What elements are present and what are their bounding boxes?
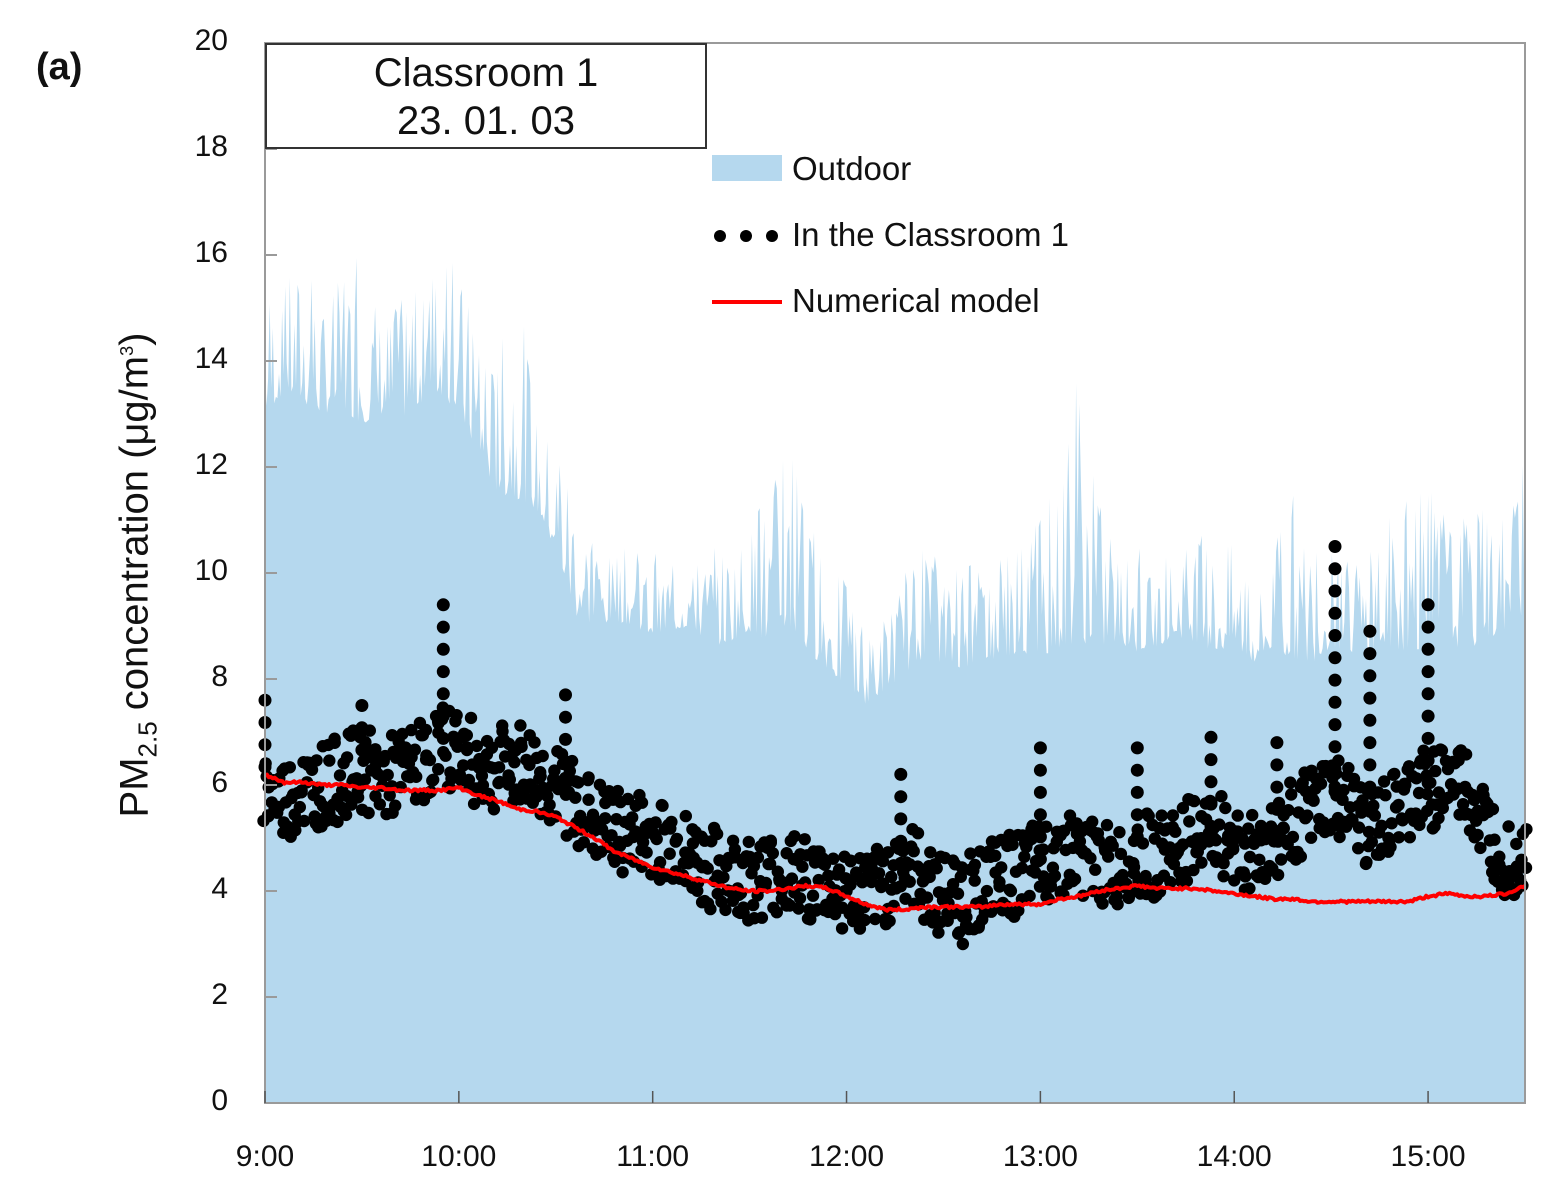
y-tick-label: 12 (194, 448, 228, 481)
title-line-1: Classroom 1 (373, 51, 599, 95)
y-tick-label: 6 (211, 766, 228, 799)
dots-icon (714, 230, 778, 242)
y-axis-label: PM2.5 concentration (μg/m3) (113, 333, 164, 818)
y-tick-label: 4 (211, 872, 228, 905)
x-tick-label: 15:00 (1390, 1140, 1466, 1173)
ylabel-rest: concentration (μg/m (112, 355, 157, 722)
ylabel-sub: 2.5 (132, 721, 163, 758)
title-line-2: 23. 01. 03 (397, 99, 575, 143)
x-tick-label: 11:00 (616, 1140, 690, 1173)
legend-label: Numerical model (792, 282, 1040, 319)
axes (264, 42, 1526, 1104)
panel-label: (a) (36, 46, 83, 88)
y-tick-label: 0 (211, 1084, 228, 1117)
x-tick-label: 12:00 (808, 1140, 885, 1173)
x-tick-label: 14:00 (1196, 1140, 1272, 1173)
y-tick-label: 18 (194, 130, 228, 163)
y-tick-label: 14 (194, 342, 228, 375)
y-tick-label: 2 (211, 978, 228, 1011)
y-tick-label: 16 (194, 236, 228, 269)
ylabel-pm: PM (112, 757, 157, 818)
indoor-scatter (257, 540, 1533, 951)
ylabel-sup: 3 (117, 345, 138, 356)
y-tick-label: 8 (211, 660, 228, 693)
red-line-icon (712, 300, 782, 304)
y-tick-label: 20 (194, 24, 228, 57)
model-line (264, 772, 1527, 913)
legend-label: Outdoor (792, 150, 912, 187)
x-tick-label: 10:00 (421, 1140, 497, 1173)
legend-label: In the Classroom 1 (792, 216, 1069, 253)
y-tick-label: 10 (194, 554, 228, 587)
x-tick-label: 9:00 (235, 1140, 295, 1173)
x-tick-label: 13:00 (1002, 1140, 1078, 1173)
ylabel-end: ) (112, 332, 157, 346)
title-box: Classroom 1 23. 01. 03 (265, 43, 707, 149)
outdoor-swatch-icon (712, 155, 782, 181)
